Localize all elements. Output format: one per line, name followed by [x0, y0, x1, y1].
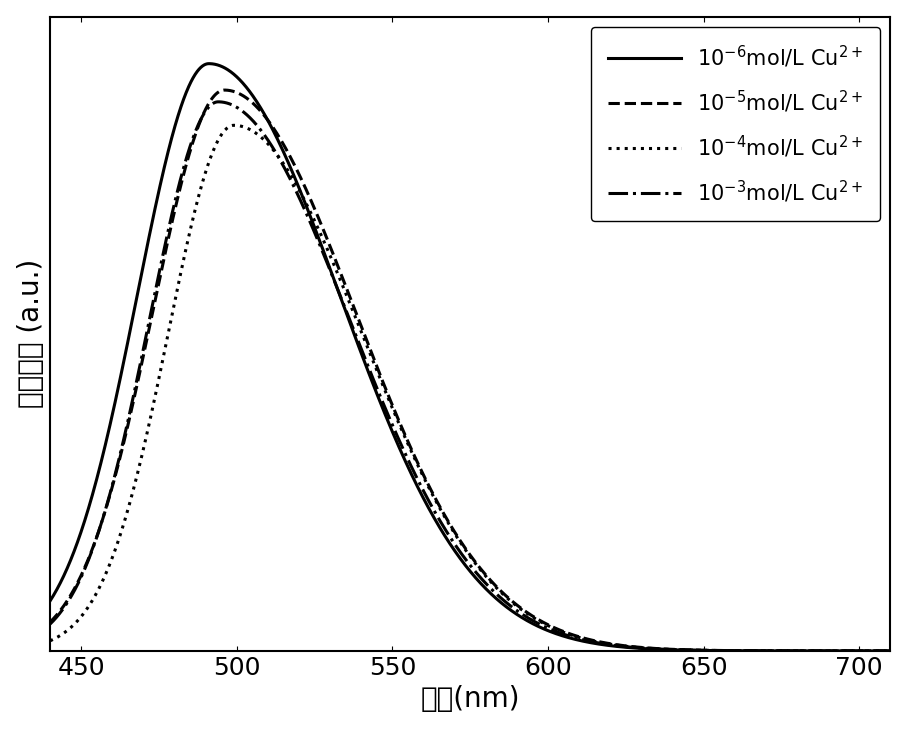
- $10^{-5}$mol/L Cu$^{2+}$: [885, 647, 896, 656]
- $10^{-3}$mol/L Cu$^{2+}$: [213, 97, 224, 106]
- $10^{-5}$mol/L Cu$^{2+}$: [219, 85, 230, 94]
- $10^{-4}$mol/L Cu$^{2+}$: [704, 646, 715, 655]
- $10^{-6}$mol/L Cu$^{2+}$: [704, 646, 715, 655]
- $10^{-4}$mol/L Cu$^{2+}$: [860, 647, 871, 656]
- $10^{-6}$mol/L Cu$^{2+}$: [885, 647, 896, 656]
- $10^{-3}$mol/L Cu$^{2+}$: [704, 646, 715, 655]
- $10^{-6}$mol/L Cu$^{2+}$: [203, 59, 214, 68]
- $10^{-4}$mol/L Cu$^{2+}$: [423, 483, 434, 491]
- $10^{-3}$mol/L Cu$^{2+}$: [29, 631, 40, 640]
- $10^{-6}$mol/L Cu$^{2+}$: [73, 535, 83, 544]
- $10^{-5}$mol/L Cu$^{2+}$: [73, 577, 83, 585]
- $10^{-4}$mol/L Cu$^{2+}$: [861, 647, 872, 656]
- $10^{-5}$mol/L Cu$^{2+}$: [445, 522, 456, 531]
- $10^{-6}$mol/L Cu$^{2+}$: [861, 647, 872, 656]
- $10^{-6}$mol/L Cu$^{2+}$: [423, 504, 434, 512]
- $10^{-3}$mol/L Cu$^{2+}$: [860, 647, 871, 656]
- $10^{-3}$mol/L Cu$^{2+}$: [73, 579, 83, 588]
- Legend: $10^{-6}$mol/L Cu$^{2+}$, $10^{-5}$mol/L Cu$^{2+}$, $10^{-4}$mol/L Cu$^{2+}$, $1: $10^{-6}$mol/L Cu$^{2+}$, $10^{-5}$mol/L…: [591, 27, 880, 221]
- $10^{-3}$mol/L Cu$^{2+}$: [885, 647, 896, 656]
- $10^{-5}$mol/L Cu$^{2+}$: [704, 646, 715, 655]
- $10^{-3}$mol/L Cu$^{2+}$: [861, 647, 872, 656]
- Line: $10^{-6}$mol/L Cu$^{2+}$: $10^{-6}$mol/L Cu$^{2+}$: [34, 64, 891, 651]
- $10^{-5}$mol/L Cu$^{2+}$: [423, 480, 434, 489]
- $10^{-3}$mol/L Cu$^{2+}$: [423, 496, 434, 504]
- $10^{-4}$mol/L Cu$^{2+}$: [73, 615, 83, 624]
- Line: $10^{-5}$mol/L Cu$^{2+}$: $10^{-5}$mol/L Cu$^{2+}$: [34, 90, 891, 651]
- $10^{-4}$mol/L Cu$^{2+}$: [229, 121, 239, 130]
- $10^{-6}$mol/L Cu$^{2+}$: [860, 647, 871, 656]
- $10^{-3}$mol/L Cu$^{2+}$: [445, 534, 456, 543]
- $10^{-6}$mol/L Cu$^{2+}$: [29, 616, 40, 625]
- $10^{-4}$mol/L Cu$^{2+}$: [885, 647, 896, 656]
- Line: $10^{-3}$mol/L Cu$^{2+}$: $10^{-3}$mol/L Cu$^{2+}$: [34, 101, 891, 651]
- $10^{-4}$mol/L Cu$^{2+}$: [29, 642, 40, 650]
- Y-axis label: 荧光强度 (a.u.): 荧光强度 (a.u.): [16, 259, 44, 408]
- $10^{-6}$mol/L Cu$^{2+}$: [445, 541, 456, 550]
- $10^{-5}$mol/L Cu$^{2+}$: [860, 647, 871, 656]
- $10^{-4}$mol/L Cu$^{2+}$: [445, 523, 456, 532]
- Line: $10^{-4}$mol/L Cu$^{2+}$: $10^{-4}$mol/L Cu$^{2+}$: [34, 126, 891, 651]
- X-axis label: 波长(nm): 波长(nm): [421, 685, 520, 713]
- $10^{-5}$mol/L Cu$^{2+}$: [861, 647, 872, 656]
- $10^{-5}$mol/L Cu$^{2+}$: [29, 630, 40, 639]
